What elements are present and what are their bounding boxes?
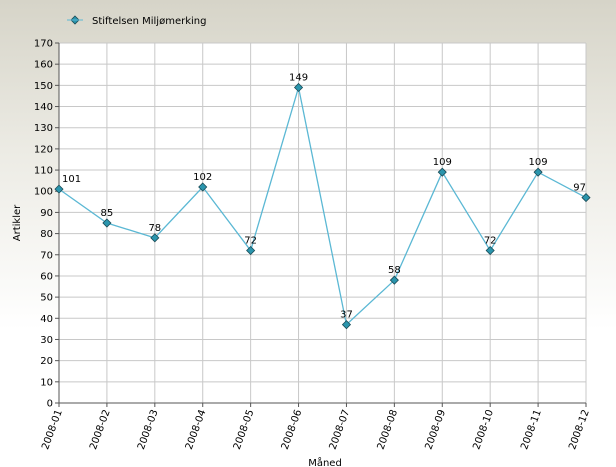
data-point: [54, 184, 64, 194]
value-label: 102: [193, 172, 212, 183]
y-tick-label: 0: [47, 399, 53, 410]
y-tick-label: 140: [34, 102, 53, 113]
x-tick-label: 2008-01: [40, 408, 65, 451]
legend-label: Stiftelsen Miljømerking: [92, 16, 206, 27]
x-tick-label: 2008-12: [567, 408, 592, 451]
y-tick-label: 160: [34, 60, 53, 71]
y-axis-label: Artikler: [12, 204, 23, 241]
y-tick-label: 70: [40, 250, 53, 261]
y-tick-label: 170: [34, 39, 53, 50]
y-tick-label: 10: [40, 377, 53, 388]
y-tick-label: 150: [34, 81, 53, 92]
value-label: 78: [148, 223, 161, 234]
y-tick-label: 30: [40, 335, 53, 346]
data-point: [485, 245, 495, 256]
y-tick-label: 130: [34, 123, 53, 134]
x-tick-label: 2008-03: [136, 408, 161, 451]
x-axis-label: Måned: [308, 456, 342, 467]
x-tick-label: 2008-09: [423, 408, 448, 451]
y-tick-label: 60: [40, 271, 53, 282]
value-label: 72: [484, 236, 497, 247]
data-point: [293, 82, 304, 93]
y-tick-label: 40: [40, 314, 53, 325]
data-point: [150, 233, 160, 243]
x-tick-label: 2008-08: [376, 408, 401, 451]
value-label: 149: [289, 72, 308, 83]
value-label: 58: [388, 265, 401, 276]
data-point: [437, 167, 447, 177]
value-label: 97: [573, 183, 586, 194]
y-tick-label: 100: [34, 187, 53, 198]
value-label: 72: [244, 236, 257, 247]
data-point: [533, 167, 543, 177]
data-point: [198, 182, 208, 192]
x-tick-label: 2008-10: [471, 408, 496, 451]
x-tick-label: 2008-04: [184, 408, 209, 451]
y-tick-label: 120: [34, 144, 53, 155]
value-label: 109: [433, 157, 452, 168]
x-tick-label: 2008-06: [280, 408, 305, 451]
value-label: 101: [62, 174, 81, 185]
data-line: [58, 87, 587, 326]
value-label: 85: [101, 208, 114, 219]
y-tick-label: 20: [40, 356, 53, 367]
data-point: [389, 275, 399, 285]
plot-area: [59, 43, 586, 403]
data-point: [102, 218, 112, 228]
x-tick-label: 2008-02: [88, 408, 113, 451]
value-label: 37: [340, 310, 353, 321]
x-tick-label: 2008-05: [232, 408, 257, 451]
data-point: [581, 193, 591, 203]
y-tick-label: 50: [40, 293, 53, 304]
value-label: 109: [529, 157, 548, 168]
y-tick-label: 90: [40, 208, 53, 219]
y-tick-label: 80: [40, 229, 53, 240]
x-tick-label: 2008-11: [519, 408, 544, 451]
y-tick-label: 110: [34, 166, 53, 177]
data-point: [246, 245, 256, 256]
data-point: [341, 320, 352, 330]
x-tick-label: 2008-07: [328, 408, 353, 451]
